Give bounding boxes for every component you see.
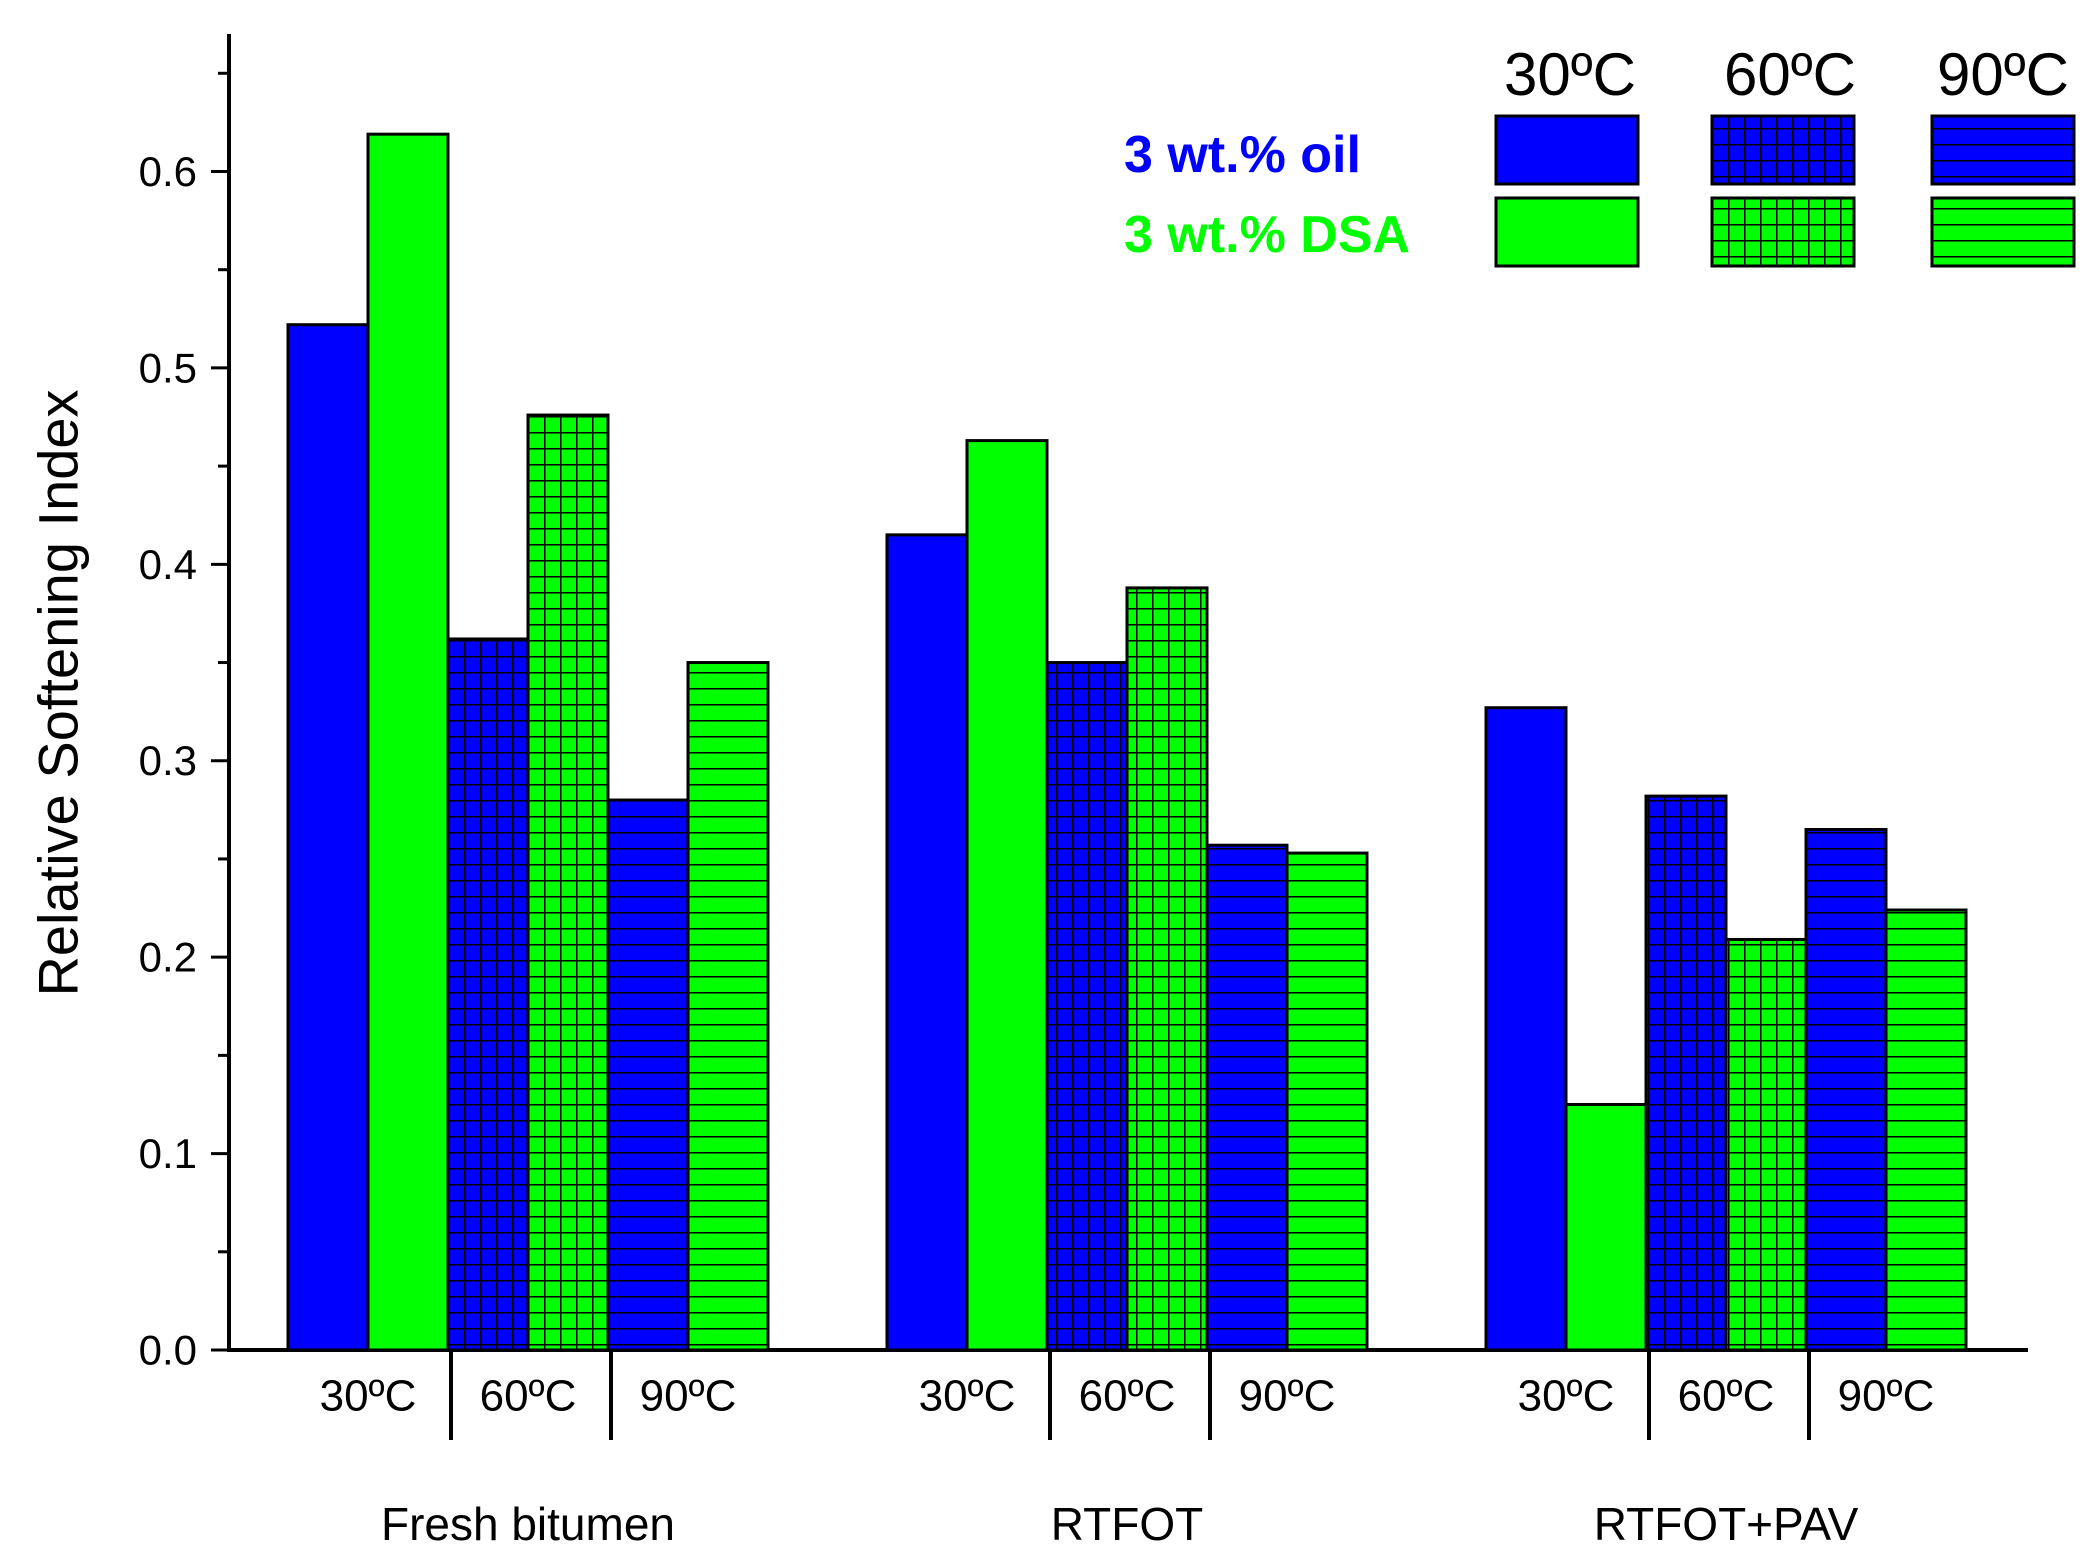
group-label-1: RTFOT [1051,1498,1203,1550]
temp-label-30c: 30ºC [919,1372,1016,1421]
legend-swatch-oil-90c [1930,114,2076,186]
bar-2-90c-dsa [1884,908,1968,1352]
y-axis-label: Relative Softening Index [27,389,90,996]
legend-temp-90: 90ºC [1937,41,2069,108]
legend-swatch-oil-30c [1494,114,1640,186]
legend-series-dsa: 3 wt.% DSA [1124,206,1410,264]
temp-label-60c: 60ºC [1678,1372,1775,1421]
bar-2-30c-dsa [1564,1102,1648,1352]
temperature-separators [449,1352,1811,1440]
bar-2-60c-dsa [1724,937,1808,1352]
legend-swatches [1494,114,2076,268]
temp-label-60c: 60ºC [1079,1372,1176,1421]
y-tick-label: 0.2 [139,934,197,981]
temp-label-30c: 30ºC [1518,1372,1615,1421]
y-tick-label: 0.3 [139,737,197,784]
bar-1-60c-dsa [1125,586,1209,1352]
group-labels: Fresh bitumen RTFOT RTFOT+PAV [381,1498,1859,1550]
bar-1-90c-dsa [1285,851,1369,1352]
bar-0-60c-oil [446,637,530,1352]
y-tick-label: 0.1 [139,1130,197,1177]
legend-swatch-dsa-90c [1930,196,2076,268]
y-tick-labels: 0.0 0.1 0.2 0.3 0.4 0.5 0.6 [139,148,197,1374]
bar-0-60c-dsa [526,413,610,1352]
legend: 30ºC 60ºC 90ºC 3 wt.% oil 3 wt.% DSA [1124,41,2076,268]
temperature-labels: 30ºC 60ºC 90ºC 30ºC 60ºC 90ºC 30ºC 60ºC 90ºC [320,1372,1935,1421]
legend-temp-30: 30ºC [1504,41,1636,108]
bar-0-30c-oil [286,323,370,1352]
bars [286,132,1968,1352]
bar-1-30c-oil [885,533,969,1352]
bar-1-90c-oil [1205,843,1289,1352]
y-ticks [211,71,229,1352]
legend-swatch-oil-60c [1710,114,1856,186]
temp-label-90c: 90ºC [1838,1372,1935,1421]
group-label-2: RTFOT+PAV [1594,1498,1859,1550]
y-tick-label: 0.0 [139,1327,197,1374]
bar-0-90c-dsa [686,661,770,1352]
temp-label-90c: 90ºC [1239,1372,1336,1421]
y-tick-label: 0.6 [139,148,197,195]
legend-swatch-dsa-60c [1710,196,1856,268]
bar-2-30c-oil [1484,706,1568,1352]
temp-label-30c: 30ºC [320,1372,417,1421]
bar-2-90c-oil [1804,827,1888,1352]
temp-label-60c: 60ºC [480,1372,577,1421]
legend-series-oil: 3 wt.% oil [1124,126,1361,184]
legend-swatch-dsa-30c [1494,196,1640,268]
bar-0-90c-oil [606,798,690,1352]
bar-1-30c-dsa [965,439,1049,1352]
temp-label-90c: 90ºC [640,1372,737,1421]
y-tick-label: 0.4 [139,541,197,588]
y-tick-label: 0.5 [139,344,197,391]
bar-0-30c-dsa [366,132,450,1352]
bar-2-60c-oil [1644,794,1728,1352]
bar-1-60c-oil [1045,661,1129,1352]
group-label-0: Fresh bitumen [381,1498,675,1550]
legend-temp-60: 60ºC [1724,41,1856,108]
